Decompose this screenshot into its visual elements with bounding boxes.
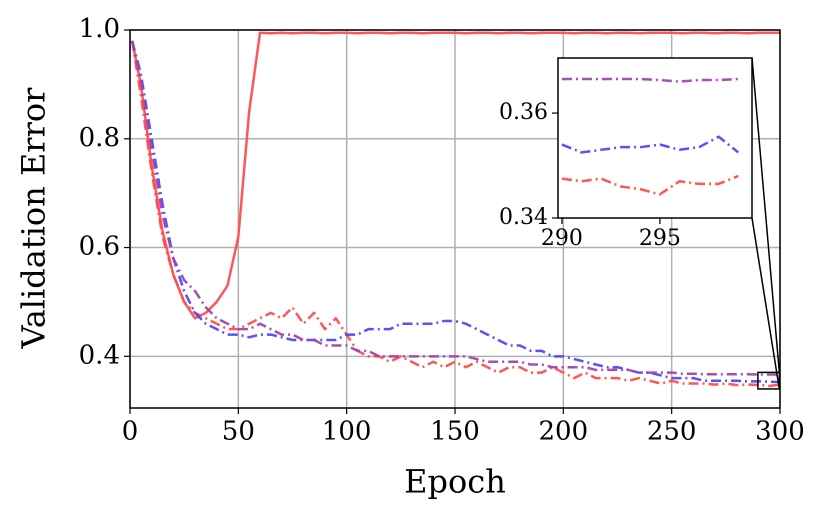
data-line [561, 77, 739, 83]
x-tick-label: 100 [322, 417, 372, 447]
data-line [130, 31, 780, 320]
zoom-connector [751, 57, 781, 373]
x-tick-label: 295 [639, 226, 681, 251]
y-tick-label: 0.8 [79, 123, 120, 153]
x-tick-label: 300 [755, 417, 805, 447]
x-tick-label: 250 [647, 417, 697, 447]
zoom-box [757, 371, 781, 390]
y-tick-label: 0.34 [499, 205, 548, 230]
x-tick-label: 50 [222, 417, 255, 447]
y-tick-label: 0.36 [499, 100, 548, 125]
plot-frame [129, 29, 781, 409]
x-tick-label: 0 [122, 417, 139, 447]
y-tick-label: 0.6 [79, 232, 120, 262]
x-tick-label: 150 [430, 417, 480, 447]
y-axis-label: Validation Error [15, 87, 53, 350]
y-tick-label: 0.4 [79, 340, 120, 370]
data-line [130, 40, 781, 384]
x-axis-label: Epoch [404, 463, 506, 501]
x-tick-label: 200 [539, 417, 589, 447]
data-line [130, 40, 780, 376]
x-tick-label: 290 [541, 226, 583, 251]
plot-frame [557, 57, 753, 219]
zoom-connector [751, 217, 781, 390]
data-line [561, 174, 739, 196]
y-tick-label: 1.0 [79, 14, 120, 44]
